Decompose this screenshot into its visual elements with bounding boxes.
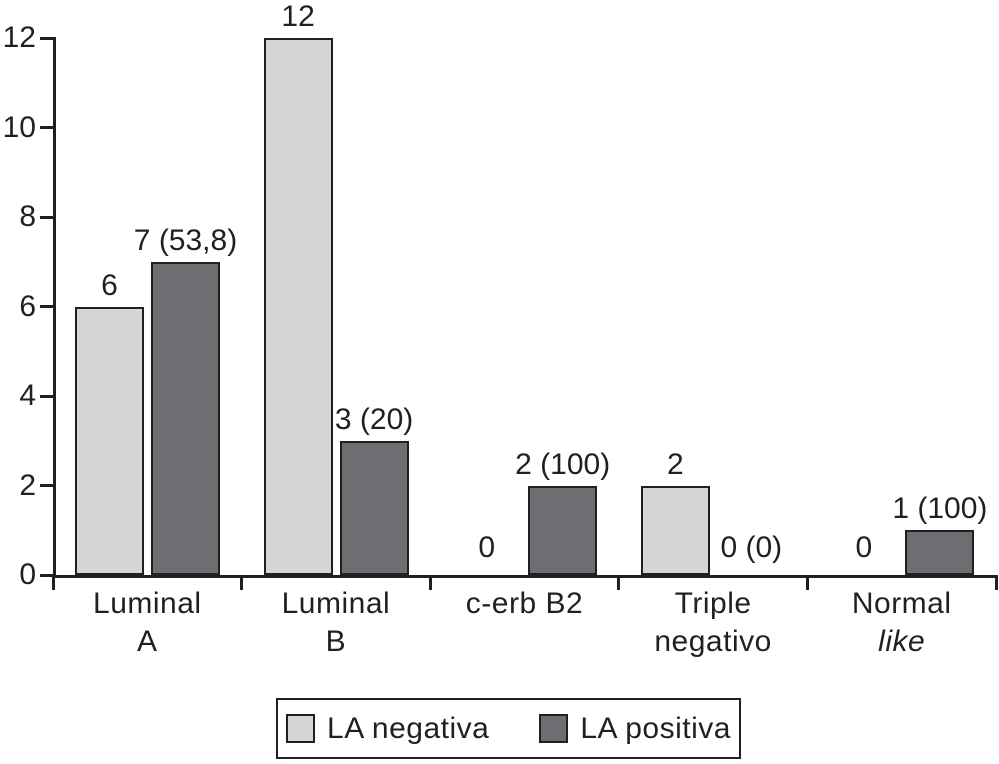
y-axis-tick-label: 8 xyxy=(19,200,36,233)
legend-label-la-positiva: LA positiva xyxy=(580,711,731,745)
bar-la-negativa-1 xyxy=(75,306,144,575)
x-axis-line xyxy=(53,575,997,578)
bar-la-positiva-2 xyxy=(339,440,409,575)
legend-label-la-negativa: LA negativa xyxy=(327,711,490,745)
category-label-line2: negativo xyxy=(654,625,772,658)
bar-la-positiva-3 xyxy=(528,485,598,575)
y-axis-line xyxy=(53,37,56,578)
bar-la-positiva-1 xyxy=(151,261,220,575)
x-axis-category-label: Luminal B xyxy=(242,585,430,661)
x-axis-tick xyxy=(240,575,244,590)
y-axis-tick-label: 10 xyxy=(2,110,36,144)
y-axis-tick-label: 6 xyxy=(19,289,36,323)
x-axis-tick xyxy=(994,575,998,590)
category-label-line2: A xyxy=(137,625,158,658)
bar-value-label: 2 xyxy=(666,447,684,481)
y-axis-tick xyxy=(40,394,54,398)
legend-swatch-la-positiva xyxy=(539,714,569,743)
legend: LA negativa LA positiva xyxy=(276,698,741,759)
legend-swatch-la-negativa xyxy=(286,714,316,743)
category-label-line1: Normal xyxy=(851,587,952,620)
bar-la-negativa-4 xyxy=(640,485,710,575)
x-axis-tick xyxy=(428,575,432,590)
x-axis-category-label: Triple negativo xyxy=(619,585,807,661)
x-axis-tick xyxy=(805,575,809,590)
bar-value-label: 12 xyxy=(281,0,315,33)
y-axis-tick xyxy=(40,215,54,219)
x-axis-tick xyxy=(617,575,621,590)
y-axis-tick-label: 12 xyxy=(2,21,36,54)
bar-value-label: 6 xyxy=(101,268,118,302)
bar-value-label: 3 (20) xyxy=(334,402,414,436)
bar-value-label: 0 (0) xyxy=(720,531,783,564)
y-axis-tick-label: 2 xyxy=(19,468,36,502)
bar-value-label: 7 (53,8) xyxy=(133,223,238,257)
category-label-line1: c-erb B2 xyxy=(465,587,584,620)
bar-value-label: 2 (100) xyxy=(515,447,611,481)
category-label-line2: B xyxy=(325,625,347,658)
bar-value-label: 0 xyxy=(855,531,873,564)
bar-value-label: 0 xyxy=(478,531,496,564)
category-label-line2: like xyxy=(878,625,926,658)
y-axis-tick-label: 4 xyxy=(19,379,36,412)
y-axis-tick xyxy=(40,36,54,40)
x-axis-category-label: Normal like xyxy=(808,585,996,661)
x-axis-category-label: Luminal A xyxy=(53,585,241,661)
category-label-line1: Luminal xyxy=(281,587,391,620)
x-axis-tick xyxy=(51,575,55,590)
category-label-line1: Triple xyxy=(674,587,752,620)
bar-la-negativa-2 xyxy=(263,38,333,575)
y-axis-tick xyxy=(40,573,54,577)
bar-la-positiva-5 xyxy=(905,530,975,575)
y-axis-tick-label: 0 xyxy=(19,558,36,591)
y-axis-tick xyxy=(40,305,54,308)
x-axis-category-label: c-erb B2 xyxy=(431,585,619,623)
bar-value-label: 1 (100) xyxy=(892,492,988,526)
category-label-line1: Luminal xyxy=(93,587,202,620)
y-axis-tick xyxy=(40,126,54,129)
y-axis-tick xyxy=(40,484,54,487)
